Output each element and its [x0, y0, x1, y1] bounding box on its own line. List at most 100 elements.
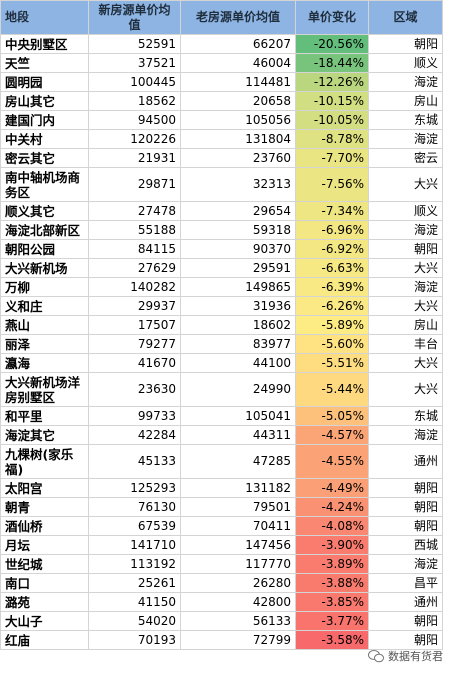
old-price-cell: 26280 — [180, 573, 296, 593]
old-price-cell: 105056 — [180, 110, 296, 130]
new-price-cell: 125293 — [88, 478, 181, 498]
old-price-cell: 59318 — [180, 220, 296, 240]
area-cell: 大兴 — [368, 372, 443, 407]
new-price-cell: 79277 — [88, 334, 181, 354]
table-row: 中央别墅区 52591 66207 -20.56% 朝阳 — [0, 34, 443, 54]
district-cell: 红庙 — [0, 630, 89, 650]
old-price-cell: 105041 — [180, 406, 296, 426]
table-row: 南中轴机场商务区 29871 32313 -7.56% 大兴 — [0, 167, 443, 202]
area-cell: 海淀 — [368, 277, 443, 297]
change-cell: -6.26% — [295, 296, 369, 316]
change-cell: -3.89% — [295, 554, 369, 574]
header-row: 地段 新房源单价均值 老房源单价均值 单价变化 区域 — [0, 0, 443, 35]
district-cell: 世纪城 — [0, 554, 89, 574]
change-cell: -5.05% — [295, 406, 369, 426]
old-price-cell: 90370 — [180, 239, 296, 259]
new-price-cell: 70193 — [88, 630, 181, 650]
area-cell: 朝阳 — [368, 611, 443, 631]
table-row: 燕山 17507 18602 -5.89% 房山 — [0, 315, 443, 335]
header-cell: 单价变化 — [295, 0, 369, 35]
change-cell: -5.51% — [295, 353, 369, 373]
new-price-cell: 41150 — [88, 592, 181, 612]
new-price-cell: 100445 — [88, 72, 181, 92]
change-cell: -6.63% — [295, 258, 369, 278]
table-row: 红庙 70193 72799 -3.58% 朝阳 — [0, 630, 443, 650]
change-cell: -6.39% — [295, 277, 369, 297]
area-cell: 海淀 — [368, 220, 443, 240]
area-cell: 海淀 — [368, 72, 443, 92]
new-price-cell: 55188 — [88, 220, 181, 240]
change-cell: -4.49% — [295, 478, 369, 498]
header-cell: 新房源单价均值 — [88, 0, 181, 35]
area-cell: 顺义 — [368, 201, 443, 221]
area-cell: 朝阳 — [368, 497, 443, 517]
change-cell: -3.88% — [295, 573, 369, 593]
new-price-cell: 27629 — [88, 258, 181, 278]
new-price-cell: 23630 — [88, 372, 181, 407]
district-cell: 海淀其它 — [0, 425, 89, 445]
old-price-cell: 42800 — [180, 592, 296, 612]
table-row: 房山其它 18562 20658 -10.15% 房山 — [0, 91, 443, 111]
change-cell: -5.60% — [295, 334, 369, 354]
area-cell: 朝阳 — [368, 478, 443, 498]
change-cell: -7.70% — [295, 148, 369, 168]
area-cell: 大兴 — [368, 296, 443, 316]
area-cell: 海淀 — [368, 554, 443, 574]
area-cell: 西城 — [368, 535, 443, 555]
area-cell: 朝阳 — [368, 630, 443, 650]
district-cell: 朝青 — [0, 497, 89, 517]
table-row: 大兴新机场 27629 29591 -6.63% 大兴 — [0, 258, 443, 278]
area-cell: 密云 — [368, 148, 443, 168]
new-price-cell: 54020 — [88, 611, 181, 631]
table-row: 建国门内 94500 105056 -10.05% 东城 — [0, 110, 443, 130]
table-row: 海淀北部新区 55188 59318 -6.96% 海淀 — [0, 220, 443, 240]
district-cell: 大兴新机场 — [0, 258, 89, 278]
district-cell: 九棵树(家乐福) — [0, 444, 89, 479]
area-cell: 东城 — [368, 406, 443, 426]
new-price-cell: 76130 — [88, 497, 181, 517]
table-row: 万柳 140282 149865 -6.39% 海淀 — [0, 277, 443, 297]
change-cell: -12.26% — [295, 72, 369, 92]
change-cell: -4.55% — [295, 444, 369, 479]
district-cell: 太阳宫 — [0, 478, 89, 498]
old-price-cell: 29591 — [180, 258, 296, 278]
new-price-cell: 17507 — [88, 315, 181, 335]
district-cell: 万柳 — [0, 277, 89, 297]
change-cell: -18.44% — [295, 53, 369, 73]
table-row: 大山子 54020 56133 -3.77% 朝阳 — [0, 611, 443, 631]
header-cell: 区域 — [368, 0, 443, 35]
district-cell: 密云其它 — [0, 148, 89, 168]
area-cell: 昌平 — [368, 573, 443, 593]
district-cell: 南中轴机场商务区 — [0, 167, 89, 202]
change-cell: -4.24% — [295, 497, 369, 517]
table-row: 世纪城 113192 117770 -3.89% 海淀 — [0, 554, 443, 574]
new-price-cell: 52591 — [88, 34, 181, 54]
old-price-cell: 117770 — [180, 554, 296, 574]
change-cell: -10.05% — [295, 110, 369, 130]
change-cell: -3.90% — [295, 535, 369, 555]
district-cell: 酒仙桥 — [0, 516, 89, 536]
watermark-text: 数据有货君 — [388, 650, 443, 663]
new-price-cell: 29937 — [88, 296, 181, 316]
table-row: 大兴新机场洋房别墅区 23630 24990 -5.44% 大兴 — [0, 372, 443, 407]
wechat-icon — [368, 650, 384, 663]
table-row: 酒仙桥 67539 70411 -4.08% 朝阳 — [0, 516, 443, 536]
table-row: 九棵树(家乐福) 45133 47285 -4.55% 通州 — [0, 444, 443, 479]
district-cell: 朝阳公园 — [0, 239, 89, 259]
area-cell: 海淀 — [368, 425, 443, 445]
change-cell: -7.56% — [295, 167, 369, 202]
area-cell: 东城 — [368, 110, 443, 130]
change-cell: -7.34% — [295, 201, 369, 221]
district-cell: 南口 — [0, 573, 89, 593]
new-price-cell: 21931 — [88, 148, 181, 168]
area-cell: 大兴 — [368, 258, 443, 278]
old-price-cell: 83977 — [180, 334, 296, 354]
change-cell: -6.92% — [295, 239, 369, 259]
new-price-cell: 29871 — [88, 167, 181, 202]
area-cell: 大兴 — [368, 167, 443, 202]
area-cell: 朝阳 — [368, 34, 443, 54]
district-cell: 房山其它 — [0, 91, 89, 111]
old-price-cell: 147456 — [180, 535, 296, 555]
area-cell: 朝阳 — [368, 516, 443, 536]
